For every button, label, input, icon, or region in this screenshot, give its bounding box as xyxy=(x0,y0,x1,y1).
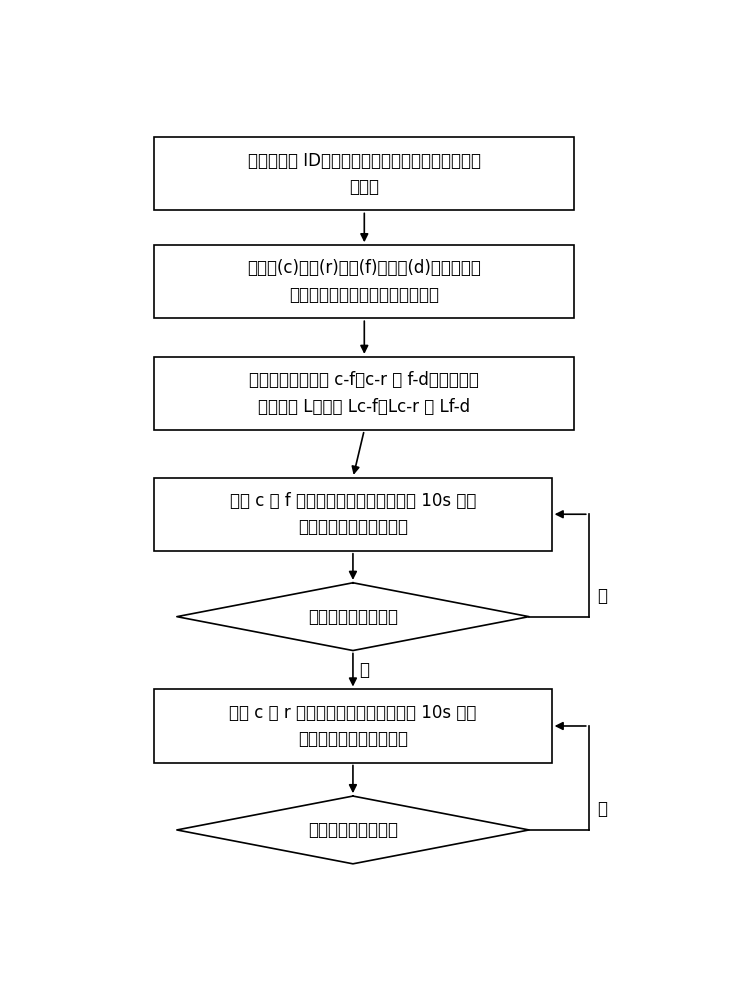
Text: 测量系统分别记录 c-f、c-r 和 f-d动脉节段的
体表长度 L，记为 Lc-f、Lc-r 和 Lf-d: 测量系统分别记录 c-f、c-r 和 f-d动脉节段的 体表长度 L，记为 Lc… xyxy=(249,371,479,416)
Text: 否: 否 xyxy=(597,587,607,605)
Text: 开启 c 和 f 处的光电脉搏传感器，记录 10s 颈动
脉和股动脉处的稳定波形: 开启 c 和 f 处的光电脉搏传感器，记录 10s 颈动 脉和股动脉处的稳定波形 xyxy=(229,492,476,536)
Text: 开启 c 和 r 处的光电脉搏传感器，记录 10s 颈动
脉和桡动脉处的稳定波形: 开启 c 和 r 处的光电脉搏传感器，记录 10s 颈动 脉和桡动脉处的稳定波形 xyxy=(229,704,476,748)
Bar xyxy=(154,137,575,210)
Text: 选取颈(c)、桡(r)、股(f)、足背(d)动脉搏动最
强点并标记，放置光电脉搏传感器: 选取颈(c)、桡(r)、股(f)、足背(d)动脉搏动最 强点并标记，放置光电脉搏… xyxy=(247,259,482,304)
Text: 输入受试者 ID，年龄、身高、体重、外周动脉血压
及心率: 输入受试者 ID，年龄、身高、体重、外周动脉血压 及心率 xyxy=(248,152,481,196)
Bar xyxy=(154,689,552,763)
Text: 否: 否 xyxy=(597,800,607,818)
Polygon shape xyxy=(177,796,529,864)
Text: 是: 是 xyxy=(359,661,369,679)
Text: 波形分析，质量合格: 波形分析，质量合格 xyxy=(308,608,398,626)
Text: 波形分析，质量合格: 波形分析，质量合格 xyxy=(308,821,398,839)
Bar xyxy=(154,357,575,430)
Bar xyxy=(154,478,552,551)
Bar xyxy=(154,245,575,318)
Polygon shape xyxy=(177,583,529,651)
